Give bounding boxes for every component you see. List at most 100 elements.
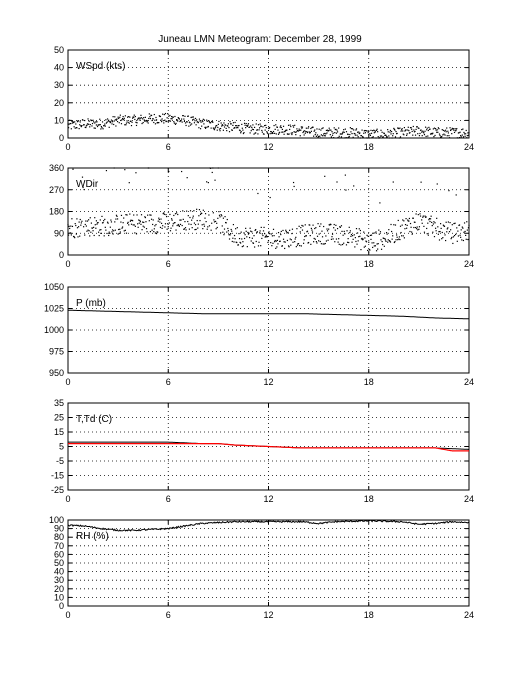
wdir-data-point <box>277 231 280 234</box>
wspd-data-point <box>128 122 130 124</box>
wdir-data-point <box>190 223 192 226</box>
wdir-data-point <box>123 217 125 219</box>
wdir-data-point <box>256 231 258 234</box>
wspd-data-point <box>93 127 95 129</box>
wspd-data-point <box>186 121 188 123</box>
wspd-data-point <box>86 124 88 126</box>
wspd-data-point <box>370 132 373 134</box>
wspd-data-point <box>438 128 440 130</box>
wspd-data-point <box>81 125 83 127</box>
wspd-data-point <box>201 119 203 122</box>
wdir-data-point <box>401 235 403 237</box>
wdir-data-point <box>111 229 114 231</box>
wdir-data-point <box>231 240 233 243</box>
wspd-data-point <box>250 130 252 132</box>
wspd-data-point <box>380 129 382 131</box>
wdir-data-point <box>375 231 377 233</box>
wdir-data-point <box>390 223 392 226</box>
wspd-data-point <box>316 134 319 136</box>
wspd-data-point <box>335 132 338 134</box>
wspd-data-point <box>71 122 74 124</box>
wdir-data-point <box>386 233 388 235</box>
wspd-data-point <box>467 134 470 136</box>
wspd-data-point <box>99 124 101 126</box>
wdir-data-point <box>373 245 375 247</box>
wdir-data-point <box>81 176 84 178</box>
wdir-data-point <box>145 228 148 230</box>
wspd-data-point <box>339 137 341 139</box>
wspd-data-point <box>294 131 296 133</box>
wdir-data-point <box>354 237 356 239</box>
wdir-data-point <box>232 237 234 239</box>
wspd-data-point <box>425 135 427 138</box>
wspd-data-point <box>369 133 371 135</box>
wdir-data-point <box>416 226 418 228</box>
wdir-data-point <box>243 232 245 234</box>
wspd-data-point <box>464 135 466 137</box>
wspd-data-point <box>319 135 321 137</box>
wspd-data-point <box>75 123 77 125</box>
wdir-data-point <box>222 217 224 219</box>
wspd-data-point <box>145 119 148 122</box>
wdir-data-point <box>195 228 197 231</box>
wspd-data-point <box>369 134 372 136</box>
wspd-data-point <box>413 129 415 131</box>
wspd-data-point <box>283 133 285 135</box>
wdir-data-point <box>293 185 295 188</box>
wspd-data-point <box>280 126 282 129</box>
wspd-data-point <box>108 126 110 128</box>
wspd-data-point <box>463 133 466 135</box>
wspd-data-point <box>381 131 383 133</box>
wdir-data-point <box>86 230 88 232</box>
wspd-data-point <box>147 120 149 122</box>
wspd-data-point <box>84 119 86 122</box>
wspd-data-point <box>95 121 97 123</box>
wspd-data-point <box>282 125 285 127</box>
wspd-data-point <box>455 129 457 131</box>
wdir-data-point <box>97 221 99 224</box>
wdir-data-point <box>261 233 263 235</box>
wspd-data-point <box>223 126 226 128</box>
wdir-data-point <box>272 242 274 244</box>
wdir-data-point <box>295 236 297 238</box>
wspd-data-point <box>465 129 467 132</box>
wspd-data-point <box>426 127 428 129</box>
wdir-data-point <box>206 228 208 230</box>
wspd-data-point <box>168 115 170 117</box>
wdir-data-point <box>116 215 118 217</box>
wdir-data-point <box>465 238 467 240</box>
wspd-data-point <box>241 123 243 126</box>
wdir-data-point <box>414 226 417 229</box>
wdir-data-point <box>257 245 260 247</box>
pressure-y-tick-label: 1050 <box>44 282 64 292</box>
wdir-data-point <box>364 237 366 239</box>
wdir-data-point <box>308 241 310 244</box>
wspd-data-point <box>180 120 182 122</box>
wdir-data-point <box>282 238 285 240</box>
wdir-data-point <box>149 214 151 216</box>
wspd-data-point <box>120 123 123 125</box>
wdir-data-point <box>304 235 306 238</box>
wdir-data-point <box>132 220 134 222</box>
wdir-x-tick-label: 12 <box>263 259 273 269</box>
wspd-data-point <box>221 125 223 127</box>
wdir-data-point <box>178 225 180 227</box>
wdir-data-point <box>206 181 208 183</box>
wspd-data-point <box>340 133 342 135</box>
wspd-data-point <box>441 129 443 131</box>
wspd-data-point <box>146 121 148 123</box>
wdir-data-point <box>86 220 89 222</box>
wdir-data-point <box>276 246 278 248</box>
wdir-data-point <box>345 189 347 191</box>
wspd-data-point <box>459 131 461 133</box>
wdir-data-point <box>408 217 411 220</box>
wspd-data-point <box>220 122 222 124</box>
wdir-data-point <box>132 224 134 226</box>
wdir-data-point <box>128 182 130 184</box>
wdir-data-point <box>393 241 395 244</box>
wdir-data-point <box>310 243 312 245</box>
wspd-data-point <box>92 119 94 121</box>
wdir-data-point <box>113 230 115 232</box>
wdir-data-point <box>278 236 280 238</box>
wspd-data-point <box>85 126 87 129</box>
